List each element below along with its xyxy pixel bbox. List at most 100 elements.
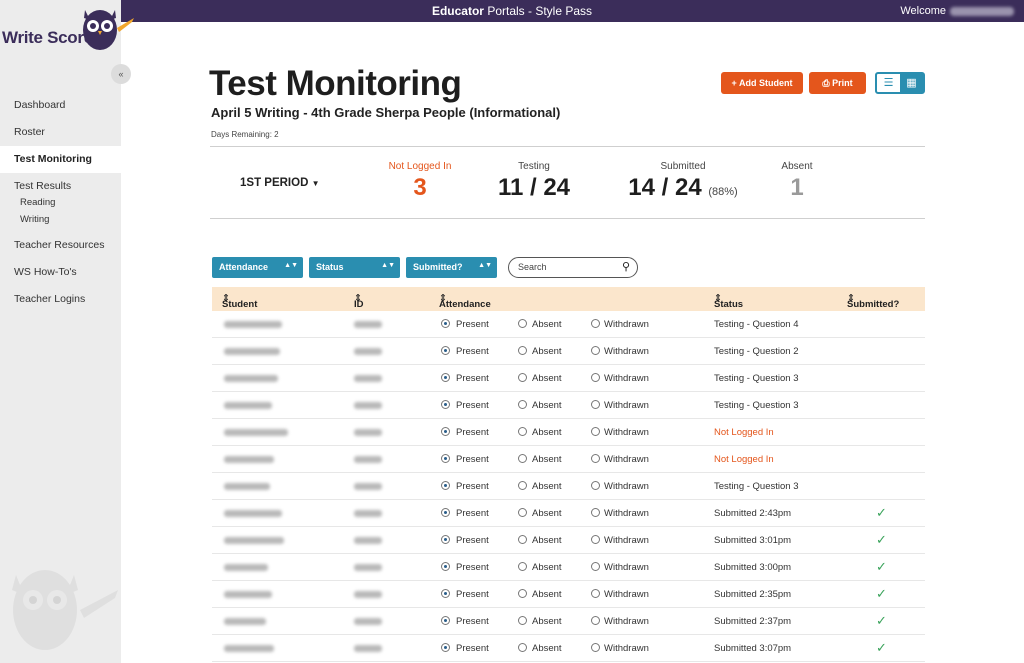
col-status[interactable]: Status ⇕ xyxy=(714,293,744,310)
student-name-redacted xyxy=(224,591,272,598)
present-radio[interactable] xyxy=(441,535,450,544)
col-id[interactable]: ID ⇕ xyxy=(354,293,364,310)
present-radio[interactable] xyxy=(441,454,450,463)
welcome-user[interactable]: Welcome xyxy=(900,5,1014,17)
present-radio[interactable] xyxy=(441,562,450,571)
sidebar-item-teacher-logins[interactable]: Teacher Logins xyxy=(14,293,86,305)
absent-radio[interactable] xyxy=(518,319,527,328)
sidebar-item-test-monitoring[interactable]: Test Monitoring xyxy=(0,146,121,173)
col-attendance[interactable]: Attendance ⇕ xyxy=(439,293,491,310)
status-filter[interactable]: Status ▲▼ xyxy=(309,257,400,278)
absent-radio[interactable] xyxy=(518,454,527,463)
present-radio[interactable] xyxy=(441,400,450,409)
collapse-sidebar-button[interactable]: « xyxy=(111,64,131,84)
checkmark-icon: ✓ xyxy=(876,505,887,520)
absent-radio[interactable] xyxy=(518,589,527,598)
present-radio[interactable] xyxy=(441,319,450,328)
present-label: Present xyxy=(456,508,489,519)
sidebar-item-dashboard[interactable]: Dashboard xyxy=(14,99,66,111)
withdrawn-label: Withdrawn xyxy=(604,616,649,627)
search-input[interactable]: Search ⚲ xyxy=(508,257,638,278)
status-text: Testing - Question 3 xyxy=(714,481,799,492)
students-table: Student ⇕ ID ⇕ Attendance ⇕ Status ⇕ Sub… xyxy=(212,287,925,662)
status-text: Not Logged In xyxy=(714,454,774,465)
present-radio[interactable] xyxy=(441,616,450,625)
col-student[interactable]: Student ⇕ xyxy=(222,293,258,310)
status-text: Submitted 2:35pm xyxy=(714,589,792,600)
period-selector[interactable]: 1ST PERIOD ▼ xyxy=(240,177,320,189)
withdrawn-radio[interactable] xyxy=(591,427,600,436)
present-label: Present xyxy=(456,454,489,465)
sidebar-nav: Dashboard Roster Test Monitoring Test Re… xyxy=(0,92,121,313)
search-icon[interactable]: ⚲ xyxy=(621,261,630,273)
table-row: Present Absent Withdrawn Testing - Question… xyxy=(212,311,925,338)
caret-updown-icon: ▲▼ xyxy=(381,262,395,269)
withdrawn-radio[interactable] xyxy=(591,373,600,382)
withdrawn-radio[interactable] xyxy=(591,454,600,463)
table-row: Present Absent Withdrawn Testing - Question… xyxy=(212,392,925,419)
present-label: Present xyxy=(456,346,489,357)
withdrawn-radio[interactable] xyxy=(591,643,600,652)
sidebar-item-roster[interactable]: Roster xyxy=(14,126,45,138)
present-radio[interactable] xyxy=(441,427,450,436)
owl-logo-icon xyxy=(83,10,134,50)
student-id-redacted xyxy=(354,348,382,355)
portal-title: Educator Portals - Style Pass xyxy=(431,4,593,18)
write-score-logo[interactable]: Write Score xyxy=(0,0,140,70)
stats-panel: 1ST PERIOD ▼ Not Logged In 3 Testing 11 … xyxy=(210,146,925,219)
attendance-filter[interactable]: Attendance ▲▼ xyxy=(212,257,303,278)
status-text: Not Logged In xyxy=(714,427,774,438)
student-id-redacted xyxy=(354,591,382,598)
absent-radio[interactable] xyxy=(518,400,527,409)
withdrawn-radio[interactable] xyxy=(591,616,600,625)
student-id-redacted xyxy=(354,456,382,463)
owl-watermark-icon xyxy=(12,570,118,650)
absent-label: Absent xyxy=(532,400,562,411)
absent-radio[interactable] xyxy=(518,508,527,517)
col-submitted[interactable]: Submitted? ⇕ xyxy=(847,293,900,310)
present-radio[interactable] xyxy=(441,589,450,598)
add-student-button[interactable]: + Add Student xyxy=(721,72,803,94)
withdrawn-radio[interactable] xyxy=(591,481,600,490)
sidebar-item-teacher-resources[interactable]: Teacher Resources xyxy=(14,239,105,251)
withdrawn-radio[interactable] xyxy=(591,400,600,409)
sidebar-item-test-results[interactable]: Test Results xyxy=(14,180,72,192)
withdrawn-radio[interactable] xyxy=(591,589,600,598)
absent-radio[interactable] xyxy=(518,427,527,436)
present-radio[interactable] xyxy=(441,346,450,355)
present-radio[interactable] xyxy=(441,508,450,517)
absent-radio[interactable] xyxy=(518,481,527,490)
absent-label: Absent xyxy=(532,481,562,492)
withdrawn-label: Withdrawn xyxy=(604,373,649,384)
sidebar-item-ws-how-tos[interactable]: WS How-To's xyxy=(14,266,77,278)
present-radio[interactable] xyxy=(441,643,450,652)
student-name-redacted xyxy=(224,645,274,652)
absent-radio[interactable] xyxy=(518,562,527,571)
print-button[interactable]: ⎙ Print xyxy=(809,72,866,94)
sidebar: Write Score « Dashboard Roster Test Moni… xyxy=(0,0,134,663)
present-label: Present xyxy=(456,535,489,546)
absent-radio[interactable] xyxy=(518,535,527,544)
present-radio[interactable] xyxy=(441,373,450,382)
withdrawn-radio[interactable] xyxy=(591,508,600,517)
caret-updown-icon: ▲▼ xyxy=(478,262,492,269)
status-text: Submitted 3:01pm xyxy=(714,535,792,546)
student-id-redacted xyxy=(354,510,382,517)
present-radio[interactable] xyxy=(441,481,450,490)
grid-view-icon[interactable]: ▦ xyxy=(900,74,923,92)
withdrawn-radio[interactable] xyxy=(591,535,600,544)
absent-radio[interactable] xyxy=(518,346,527,355)
submitted-filter[interactable]: Submitted? ▲▼ xyxy=(406,257,497,278)
absent-radio[interactable] xyxy=(518,616,527,625)
user-name-redacted xyxy=(950,6,1014,16)
withdrawn-radio[interactable] xyxy=(591,562,600,571)
withdrawn-radio[interactable] xyxy=(591,346,600,355)
checkmark-icon: ✓ xyxy=(876,613,887,628)
absent-radio[interactable] xyxy=(518,643,527,652)
withdrawn-radio[interactable] xyxy=(591,319,600,328)
list-view-icon[interactable]: ☰ xyxy=(883,77,894,89)
sidebar-item-reading[interactable]: Reading xyxy=(20,197,56,208)
sidebar-item-writing[interactable]: Writing xyxy=(20,214,50,225)
logo-text: Write Score xyxy=(2,28,93,47)
absent-radio[interactable] xyxy=(518,373,527,382)
